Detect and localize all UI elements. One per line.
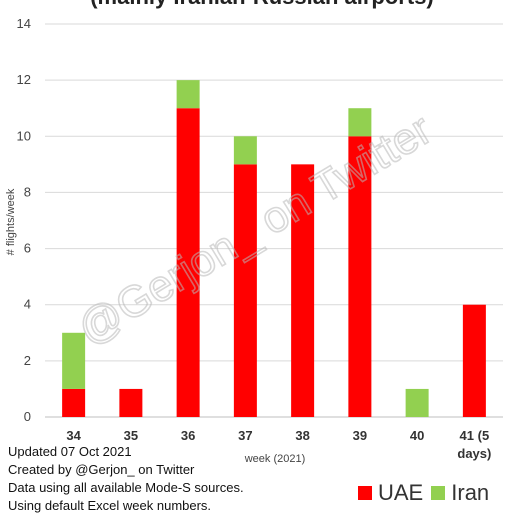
x-tick-label: 34 <box>66 428 81 443</box>
y-tick-label: 8 <box>24 184 31 199</box>
y-tick-label: 12 <box>17 72 31 87</box>
bar-uae-week-1 <box>62 388 86 417</box>
legend-swatch-uae <box>358 486 372 500</box>
x-tick-label: 39 <box>353 428 367 443</box>
bar-iran-week-7 <box>405 388 429 417</box>
x-axis: 34 35 36 37 38 39 40 41 (5 days) <box>66 428 491 461</box>
legend-label-iran: Iran <box>451 480 490 505</box>
x-tick-label: 36 <box>181 428 195 443</box>
chart-title: (mainly Iranian-Russian airports) <box>90 0 434 9</box>
gridlines <box>45 23 503 418</box>
x-tick-label: 40 <box>410 428 424 443</box>
x-axis-label: week (2021) <box>244 453 306 465</box>
note-updated: Updated 07 Oct 2021 <box>8 444 132 459</box>
bars <box>62 80 486 418</box>
y-tick-label: 6 <box>24 241 31 256</box>
y-tick-label: 10 <box>17 128 31 143</box>
note-weeks: Using default Excel week numbers. <box>8 498 212 513</box>
legend-item-uae: UAE <box>358 480 423 506</box>
legend: UAE Iran <box>358 480 489 506</box>
bar-uae-week-2 <box>119 388 143 417</box>
bar-uae-week-3 <box>176 108 200 417</box>
note-sources: Data using all available Mode-S sources. <box>8 480 244 495</box>
x-tick-label: 41 (5 days) <box>457 428 491 461</box>
y-axis-label: # flights/week <box>5 188 17 255</box>
x-tick-label: 35 <box>124 428 138 443</box>
y-tick-label: 2 <box>24 353 31 368</box>
y-tick-label: 14 <box>17 16 31 31</box>
bar-iran-week-4 <box>233 136 257 165</box>
note-created: Created by @Gerjon_ on Twitter <box>8 462 195 477</box>
legend-swatch-iran <box>431 486 446 500</box>
bar-uae-week-6 <box>348 136 372 418</box>
bar-uae-week-5 <box>291 164 315 417</box>
y-axis: 0 2 4 6 8 10 12 14 <box>17 16 31 424</box>
bar-iran-week-3 <box>176 80 200 109</box>
x-tick-label: 38 <box>295 428 309 443</box>
bar-uae-week-8 <box>462 304 486 417</box>
bar-iran-week-1 <box>62 332 86 389</box>
x-tick-label: 37 <box>238 428 252 443</box>
y-tick-label: 4 <box>24 297 31 312</box>
bar-iran-week-6 <box>348 108 372 137</box>
y-tick-label: 0 <box>24 409 31 424</box>
legend-label-uae: UAE <box>378 480 424 505</box>
legend-item-iran: Iran <box>431 480 489 506</box>
bar-uae-week-4 <box>233 164 257 417</box>
